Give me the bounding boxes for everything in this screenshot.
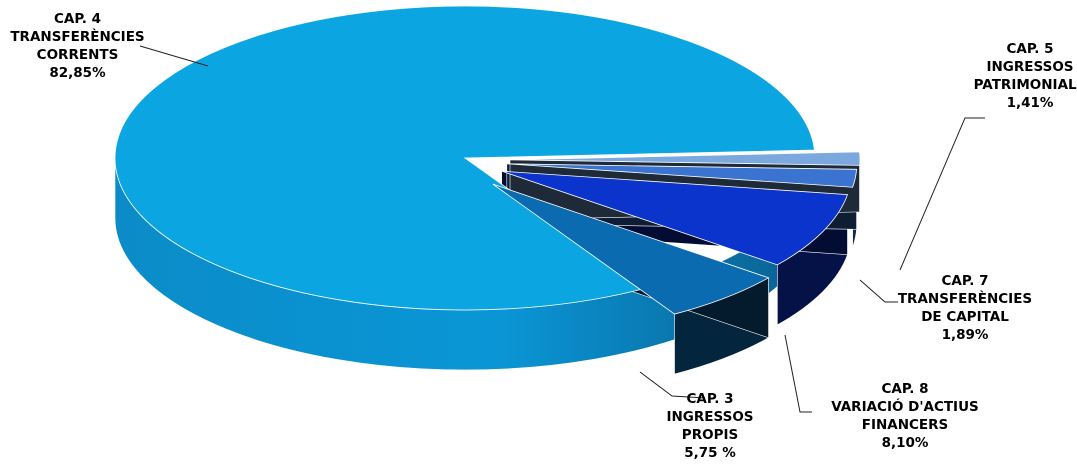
leader-line-2 — [784, 334, 812, 413]
slice-label-line: CAP. 5 — [1006, 41, 1054, 57]
slice-label-3: CAP. 7 TRANSFERÈNCIES DE CAPITAL 1,89% — [880, 272, 1050, 344]
slice-label-1: CAP. 3 INGRESSOS PROPIS 5,75 % — [650, 390, 770, 462]
slice-top-4 — [509, 151, 861, 166]
leader-line-4 — [899, 117, 985, 271]
slice-value-label: 82,85% — [49, 65, 106, 81]
slice-label-2: CAP. 8 VARIACIÓ D'ACTIUS FINANCERS 8,10% — [810, 380, 1000, 452]
slice-label-line: CAP. 3 — [686, 391, 734, 407]
slice-label-line: DE CAPITAL — [921, 309, 1009, 325]
slice-label-4: CAP. 5 INGRESSOS PATRIMONIALS 1,41% — [955, 40, 1077, 112]
slice-value-label: 8,10% — [881, 435, 929, 451]
leader-line-3 — [859, 279, 898, 303]
leader-line-1 — [639, 371, 706, 399]
slice-label-line: CAP. 4 — [54, 11, 101, 27]
slice-label-line: CAP. 7 — [941, 273, 989, 289]
slice-label-0: CAP. 4 TRANSFERÈNCIES CORRENTS 82,85% — [0, 10, 155, 82]
slice-label-line: INGRESSOS — [986, 59, 1074, 75]
slice-label-line: PROPIS — [681, 427, 739, 443]
slice-label-line: TRANSFERÈNCIES — [897, 291, 1033, 307]
slice-top-3 — [506, 163, 858, 188]
slice-label-line: VARIACIÓ D'ACTIUS — [831, 399, 979, 415]
slice-value-label: 1,41% — [1006, 95, 1054, 111]
slice-label-line: PATRIMONIALS — [973, 77, 1077, 93]
slice-label-line: FINANCERS — [861, 417, 949, 433]
slice-label-line: CORRENTS — [36, 47, 119, 63]
leader-line-0 — [139, 45, 209, 67]
slice-value-label: 1,89% — [941, 327, 989, 343]
slice-top-1 — [492, 183, 770, 315]
slice-label-line: CAP. 8 — [881, 381, 929, 397]
slice-top-2 — [501, 170, 849, 266]
slice-top-0 — [114, 5, 815, 311]
slice-value-label: 5,75 % — [684, 445, 736, 461]
slice-label-line: INGRESSOS — [666, 409, 754, 425]
slice-label-line: TRANSFERÈNCIES — [10, 29, 145, 45]
